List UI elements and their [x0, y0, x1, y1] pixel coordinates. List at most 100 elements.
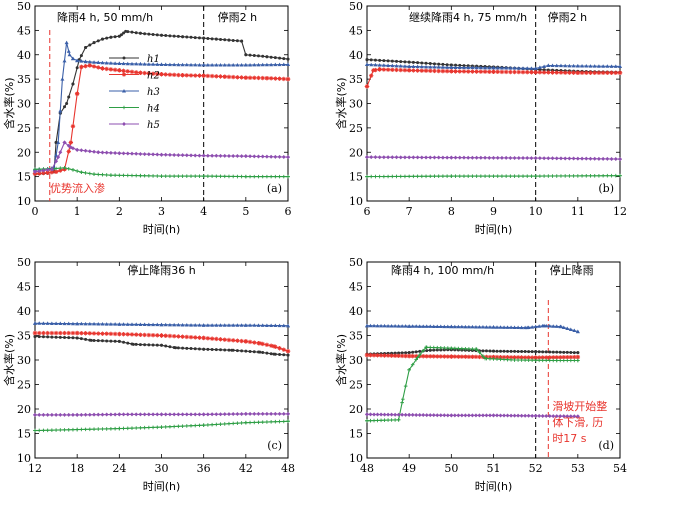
h4-point-marker: [407, 174, 411, 179]
h3-point-marker: [67, 52, 72, 57]
h1-point-marker: [197, 347, 201, 351]
h2-point-marker: [214, 74, 219, 79]
h2-point-marker: [449, 69, 454, 74]
h5-point-marker: [87, 412, 92, 417]
h1-point-marker: [248, 349, 252, 353]
h5-point-marker: [435, 413, 440, 418]
h2-point-marker: [271, 344, 277, 349]
y-tick-label: 10: [17, 195, 31, 208]
h4-point-marker: [530, 358, 534, 363]
h2-point-marker: [525, 70, 530, 75]
h3-point-marker: [563, 63, 568, 68]
h4-point-marker: [286, 419, 290, 424]
h2-point-marker: [37, 330, 42, 336]
h4-point-marker: [100, 172, 105, 177]
h3-point-marker: [571, 63, 576, 68]
h4-point-marker: [130, 173, 134, 178]
h2-point-marker: [402, 68, 408, 73]
chart-panel-b: 10 15 20 25 30 35 40 45 50 6 7 8 9 10 11 12 时间(h) 含水率(%) (…: [334, 0, 627, 236]
h2-point-marker: [285, 76, 291, 82]
h2-point-marker: [108, 67, 114, 72]
h1-point-marker: [437, 62, 441, 66]
h4-point-marker: [58, 428, 63, 432]
h1-point-marker: [495, 349, 499, 353]
h2-point-marker: [491, 354, 496, 360]
h5-point-marker: [442, 413, 447, 418]
h2-point-marker: [526, 355, 531, 360]
h2-point-marker: [431, 354, 436, 359]
h2-point-marker: [117, 68, 122, 73]
h1-point-marker: [488, 349, 492, 353]
h5-point-marker: [512, 155, 517, 160]
h5-point-marker: [252, 411, 257, 416]
h1-point-marker: [418, 349, 422, 353]
h1-point-marker: [37, 335, 41, 339]
h2-point-marker: [146, 332, 152, 338]
h2-point-marker: [277, 76, 282, 81]
h1-point-marker: [176, 346, 180, 350]
h3-point-marker: [424, 324, 429, 328]
h4-point-marker: [417, 353, 422, 357]
h4-point-marker: [62, 428, 67, 432]
h5-point-marker: [571, 156, 576, 161]
h3-point-marker: [243, 323, 248, 327]
h1-point-marker: [71, 336, 75, 340]
h5-point-marker: [273, 154, 278, 159]
h5-point-marker: [193, 412, 198, 417]
h2-point-marker: [371, 353, 377, 358]
h2-point-marker: [121, 68, 126, 74]
h4-point-marker: [453, 346, 457, 351]
h3-point-marker: [491, 325, 496, 329]
h3-point-marker: [260, 323, 265, 327]
h3-point-marker: [449, 65, 454, 69]
h3-point-marker: [281, 323, 286, 328]
h4-point-marker: [390, 174, 395, 179]
h5-point-marker: [596, 156, 601, 161]
h1-point-marker: [235, 39, 239, 43]
h3-point-marker: [436, 65, 441, 69]
h5-point-marker: [449, 413, 454, 418]
h2-point-marker: [406, 353, 412, 359]
h3-point-marker: [568, 327, 573, 332]
h3-point-marker: [231, 62, 236, 67]
h4-point-marker: [474, 174, 479, 178]
h2-point-marker: [540, 355, 545, 360]
h2-point-marker: [442, 354, 447, 359]
h4-point-marker: [75, 427, 79, 432]
h2-point-marker: [482, 69, 488, 74]
h3-point-marker: [108, 61, 113, 65]
h1-point-marker: [261, 54, 265, 58]
h4-point-marker: [214, 174, 219, 179]
h1-point-marker: [572, 351, 576, 355]
h3-point-marker: [478, 65, 483, 70]
h4-point-marker: [66, 167, 71, 171]
h1-point-marker: [520, 350, 524, 354]
h2-point-marker: [112, 331, 118, 337]
h2-point-marker: [193, 335, 198, 340]
h3-point-marker: [369, 62, 374, 67]
h1-point-marker: [160, 33, 163, 37]
h3-point-marker: [504, 66, 509, 70]
h1-point-marker: [555, 350, 559, 354]
h1-point-marker: [481, 349, 485, 353]
h5-point-marker: [547, 414, 552, 419]
h3-point-marker: [277, 323, 282, 328]
h3-point-marker: [92, 321, 97, 326]
h5-point-marker: [218, 153, 223, 158]
series-h3: [33, 321, 290, 328]
h3-point-marker: [142, 322, 147, 327]
h3-point-marker: [62, 58, 67, 63]
h3-point-marker: [172, 322, 177, 327]
h5-point-marker: [516, 413, 521, 418]
h3-point-marker: [96, 321, 101, 326]
h3-point-marker: [286, 62, 290, 66]
h5-point-marker: [62, 140, 67, 145]
h1-point-marker: [404, 351, 408, 355]
h3-point-marker: [495, 65, 500, 70]
h2-point-marker: [551, 355, 556, 360]
h5-point-marker: [410, 412, 415, 417]
h3-point-marker: [466, 324, 471, 329]
h3-point-marker: [176, 322, 181, 327]
h1-point-marker: [386, 351, 390, 355]
h4-point-marker: [428, 174, 433, 179]
